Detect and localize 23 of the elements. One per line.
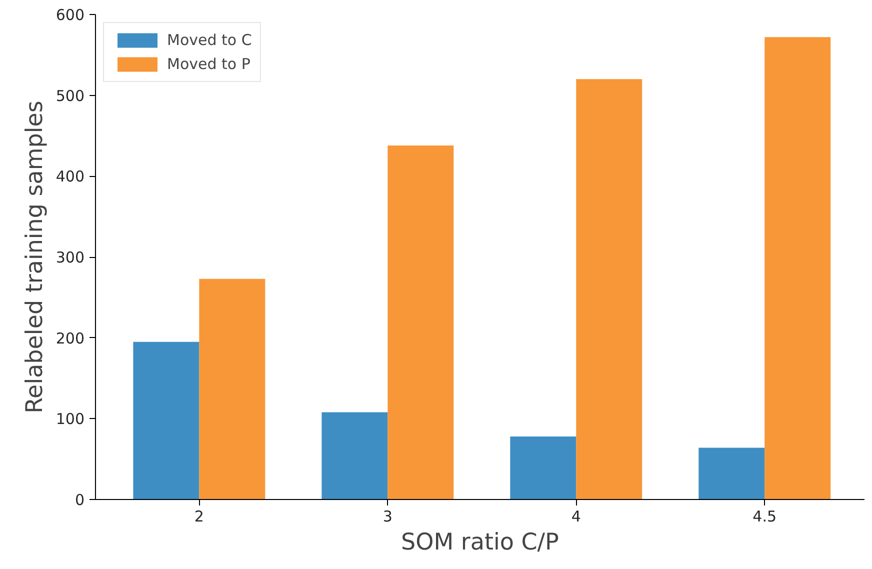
- bar: [388, 145, 454, 500]
- bar: [576, 79, 642, 500]
- y-tick-label: 200: [56, 329, 85, 348]
- bar: [698, 448, 765, 500]
- bar: [322, 412, 388, 500]
- y-tick-label: 300: [56, 248, 85, 266]
- x-tick-label: 3: [382, 508, 392, 526]
- y-tick-label: 0: [74, 491, 85, 509]
- y-tick-label: 400: [56, 168, 85, 186]
- y-tick-label: 600: [56, 6, 85, 24]
- legend-label: Moved to C: [167, 31, 252, 49]
- x-tick-label: 4: [571, 508, 581, 526]
- bar: [199, 278, 266, 500]
- x-tick-label: 2: [194, 508, 204, 526]
- x-tick-label: 4.5: [752, 508, 777, 526]
- bar: [133, 342, 200, 500]
- y-axis-title: Relabeled training samples: [22, 100, 48, 414]
- y-tick-label: 100: [56, 410, 85, 428]
- bar: [510, 436, 576, 500]
- y-tick-label: 500: [56, 86, 85, 105]
- bar: [764, 37, 831, 500]
- legend-label: Moved to P: [167, 55, 250, 73]
- x-axis-title: SOM ratio C/P: [401, 530, 560, 556]
